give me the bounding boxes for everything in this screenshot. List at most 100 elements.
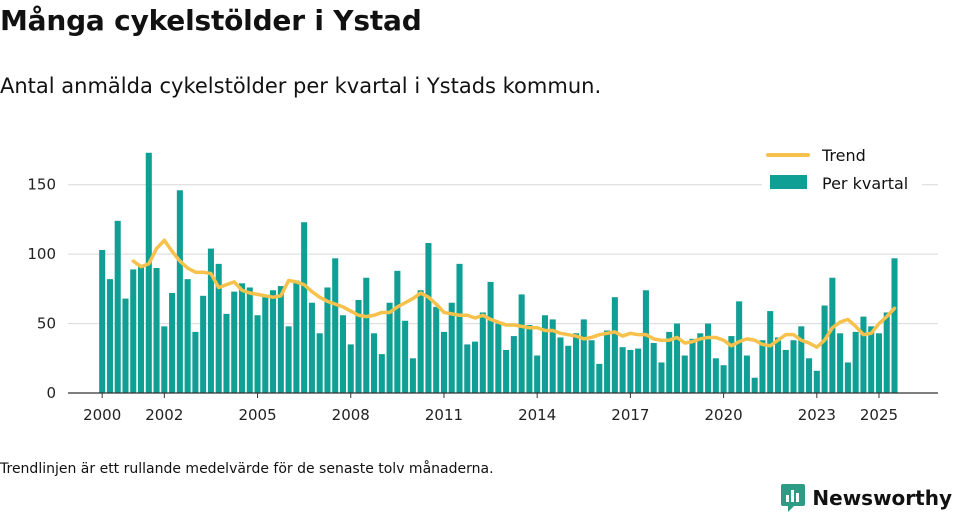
x-tick-label-2014: 2014: [518, 406, 556, 424]
bar: [425, 243, 432, 393]
bar: [169, 293, 176, 393]
bar: [371, 333, 378, 393]
bar: [619, 347, 626, 393]
bar: [604, 330, 611, 393]
bar: [301, 222, 308, 393]
bar: [487, 281, 494, 393]
bar: [184, 279, 191, 393]
bar: [270, 290, 277, 393]
legend-trend-label: Trend: [821, 146, 866, 165]
bar: [316, 333, 323, 393]
bar: [308, 302, 315, 393]
bar: [534, 355, 541, 393]
bar: [518, 294, 525, 393]
bar: [161, 326, 168, 393]
bar: [705, 323, 712, 393]
bar: [697, 333, 704, 393]
bar: [580, 319, 587, 393]
bar: [262, 297, 269, 393]
bar: [728, 336, 735, 393]
bar: [541, 315, 548, 393]
bar: [223, 313, 230, 393]
bar: [611, 297, 618, 393]
gridlines: [68, 184, 938, 325]
bar: [472, 341, 479, 393]
bar: [130, 269, 137, 393]
bar: [293, 280, 300, 393]
bar: [503, 349, 510, 393]
bar: [813, 370, 820, 393]
x-tick-label-2025: 2025: [860, 406, 898, 424]
y-tick-label-100: 100: [27, 245, 56, 263]
bar: [246, 287, 253, 393]
bar: [549, 319, 556, 393]
bar: [673, 323, 681, 393]
x-tick-label-2000: 2000: [83, 406, 121, 424]
bar: [712, 358, 719, 393]
bar: [798, 326, 805, 393]
bar: [137, 265, 145, 393]
x-tick-label-2002: 2002: [145, 406, 183, 424]
bar: [464, 344, 471, 393]
bar: [254, 315, 261, 393]
bar: [231, 291, 238, 393]
brand-name: Newsworthy: [812, 486, 952, 510]
bar: [743, 355, 750, 393]
bar: [510, 336, 517, 393]
bar: [767, 311, 774, 393]
bar: [666, 331, 673, 393]
x-tick-label-2005: 2005: [238, 406, 276, 424]
bar: [324, 287, 331, 393]
x-tick-label-2008: 2008: [332, 406, 370, 424]
bar: [285, 326, 292, 393]
bar: [720, 365, 727, 393]
legend-bar-label: Per kvartal: [822, 174, 908, 193]
bars-per-kvartal: [99, 152, 898, 393]
bar: [883, 312, 890, 393]
bar: [456, 263, 463, 393]
bar: [215, 263, 222, 393]
bar: [394, 270, 401, 393]
bar: [417, 290, 424, 393]
chart-subtitle: Antal anmälda cykelstölder per kvartal i…: [0, 74, 602, 98]
bar: [821, 305, 828, 393]
bar: [402, 320, 409, 393]
bar: [806, 358, 813, 393]
bar: [99, 249, 106, 393]
newsworthy-logo-icon: [781, 484, 806, 512]
bar: [386, 302, 393, 393]
bar: [829, 277, 836, 393]
bar: [565, 345, 572, 393]
bar: [782, 349, 789, 393]
bar: [277, 286, 284, 393]
bar: [736, 301, 743, 393]
x-axis: 2000 2002 2005 2008 2011 2014 2017 2020 2023 2025: [68, 392, 938, 424]
bar: [122, 298, 129, 393]
bar: [433, 306, 440, 393]
bar: [378, 354, 385, 393]
y-tick-label-150: 150: [27, 176, 56, 194]
bar: [207, 248, 214, 393]
bar: [650, 343, 657, 393]
x-tick-label-2023: 2023: [798, 406, 836, 424]
trend-line: [131, 238, 897, 349]
bar: [153, 268, 160, 393]
bar: [114, 220, 121, 393]
bar: [588, 340, 595, 393]
footnote: Trendlinjen är ett rullande medelvärde f…: [0, 461, 494, 477]
bar: [355, 299, 362, 393]
y-tick-label-0: 0: [46, 384, 56, 402]
chart-title: Många cykelstölder i Ystad: [0, 4, 422, 37]
legend-bar-swatch: [770, 175, 807, 189]
bar: [891, 258, 898, 393]
x-tick-label-2017: 2017: [611, 406, 649, 424]
bar: [596, 363, 603, 393]
bar: [689, 338, 696, 393]
bar: [642, 290, 649, 393]
newsworthy-brand: Newsworthy: [780, 482, 952, 514]
bar: [200, 295, 207, 393]
bar: [339, 315, 347, 393]
bar: [681, 355, 688, 393]
bar: [868, 326, 875, 393]
bar: [572, 333, 580, 393]
